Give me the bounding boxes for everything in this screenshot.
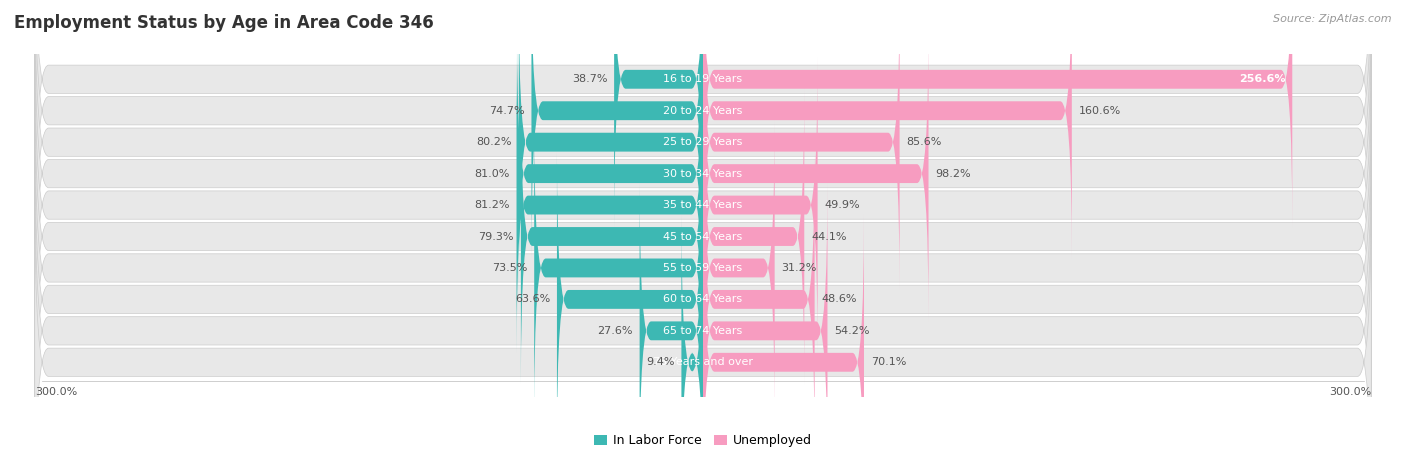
Text: 27.6%: 27.6%	[598, 326, 633, 336]
FancyBboxPatch shape	[519, 0, 703, 290]
Text: 60 to 64 Years: 60 to 64 Years	[664, 295, 742, 304]
Text: 30 to 34 Years: 30 to 34 Years	[664, 169, 742, 179]
FancyBboxPatch shape	[35, 93, 1371, 442]
Text: 70.1%: 70.1%	[870, 357, 907, 367]
FancyBboxPatch shape	[35, 62, 1371, 411]
FancyBboxPatch shape	[703, 26, 928, 322]
Text: 160.6%: 160.6%	[1078, 106, 1121, 116]
Text: 79.3%: 79.3%	[478, 231, 515, 241]
FancyBboxPatch shape	[35, 0, 1371, 348]
Text: 74.7%: 74.7%	[489, 106, 524, 116]
FancyBboxPatch shape	[640, 183, 703, 451]
Text: 81.2%: 81.2%	[474, 200, 509, 210]
Text: 49.9%: 49.9%	[824, 200, 860, 210]
Legend: In Labor Force, Unemployed: In Labor Force, Unemployed	[589, 429, 817, 451]
FancyBboxPatch shape	[534, 120, 703, 416]
Text: 256.6%: 256.6%	[1239, 74, 1285, 84]
Text: 85.6%: 85.6%	[907, 137, 942, 147]
Text: 20 to 24 Years: 20 to 24 Years	[664, 106, 742, 116]
Text: 65 to 74 Years: 65 to 74 Years	[664, 326, 742, 336]
FancyBboxPatch shape	[614, 0, 703, 227]
FancyBboxPatch shape	[682, 215, 703, 451]
FancyBboxPatch shape	[35, 0, 1371, 285]
FancyBboxPatch shape	[517, 26, 703, 322]
FancyBboxPatch shape	[35, 31, 1371, 380]
FancyBboxPatch shape	[703, 215, 863, 451]
Text: 300.0%: 300.0%	[1329, 387, 1371, 397]
FancyBboxPatch shape	[703, 0, 1071, 258]
FancyBboxPatch shape	[703, 183, 828, 451]
Text: 45 to 54 Years: 45 to 54 Years	[664, 231, 742, 241]
Text: 35 to 44 Years: 35 to 44 Years	[664, 200, 742, 210]
FancyBboxPatch shape	[35, 0, 1371, 254]
Text: 44.1%: 44.1%	[811, 231, 846, 241]
Text: 75 Years and over: 75 Years and over	[652, 357, 754, 367]
FancyBboxPatch shape	[703, 120, 775, 416]
Text: 48.6%: 48.6%	[821, 295, 858, 304]
Text: 31.2%: 31.2%	[782, 263, 817, 273]
FancyBboxPatch shape	[35, 188, 1371, 451]
FancyBboxPatch shape	[703, 57, 818, 353]
FancyBboxPatch shape	[703, 152, 814, 447]
FancyBboxPatch shape	[35, 0, 1371, 317]
Text: 9.4%: 9.4%	[645, 357, 675, 367]
Text: 98.2%: 98.2%	[935, 169, 972, 179]
Text: 25 to 29 Years: 25 to 29 Years	[664, 137, 742, 147]
FancyBboxPatch shape	[703, 89, 804, 384]
Text: Source: ZipAtlas.com: Source: ZipAtlas.com	[1274, 14, 1392, 23]
FancyBboxPatch shape	[35, 156, 1371, 451]
Text: 16 to 19 Years: 16 to 19 Years	[664, 74, 742, 84]
FancyBboxPatch shape	[531, 0, 703, 258]
Text: 81.0%: 81.0%	[475, 169, 510, 179]
FancyBboxPatch shape	[516, 57, 703, 353]
Text: 73.5%: 73.5%	[492, 263, 527, 273]
FancyBboxPatch shape	[703, 0, 1292, 227]
Text: 80.2%: 80.2%	[477, 137, 512, 147]
Text: 54.2%: 54.2%	[834, 326, 870, 336]
FancyBboxPatch shape	[703, 0, 900, 290]
FancyBboxPatch shape	[520, 89, 703, 384]
Text: Employment Status by Age in Area Code 346: Employment Status by Age in Area Code 34…	[14, 14, 434, 32]
Text: 38.7%: 38.7%	[572, 74, 607, 84]
Text: 55 to 59 Years: 55 to 59 Years	[664, 263, 742, 273]
FancyBboxPatch shape	[35, 125, 1371, 451]
Text: 63.6%: 63.6%	[515, 295, 550, 304]
Text: 300.0%: 300.0%	[35, 387, 77, 397]
FancyBboxPatch shape	[557, 152, 703, 447]
